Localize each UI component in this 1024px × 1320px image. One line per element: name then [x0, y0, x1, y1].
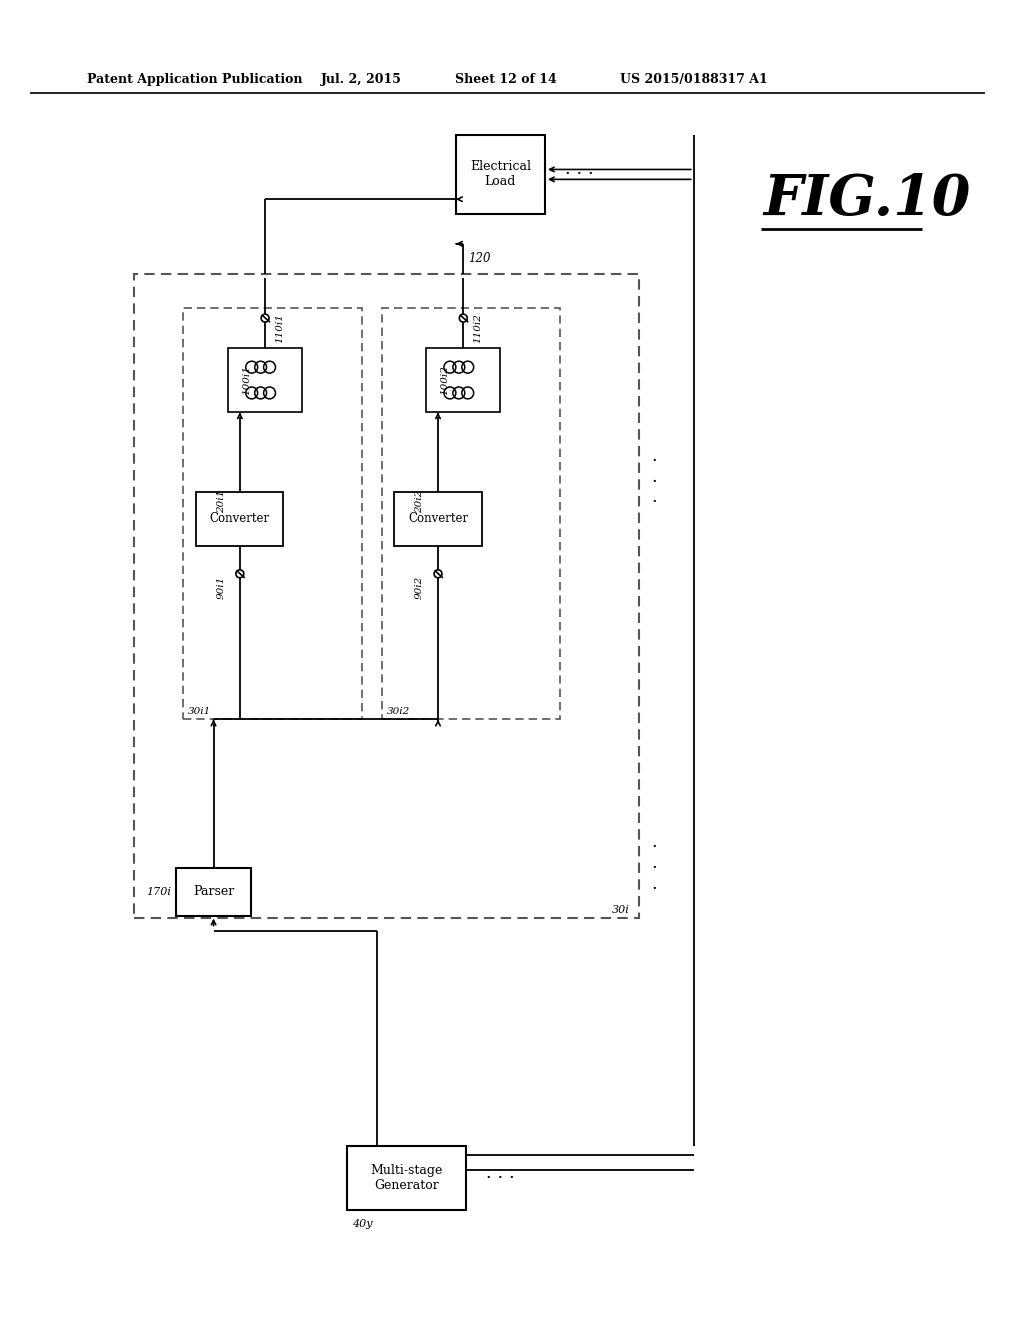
- Text: 100i1: 100i1: [243, 366, 251, 395]
- Bar: [134, 273, 639, 917]
- Text: Multi-stage
Generator: Multi-stage Generator: [370, 1164, 442, 1192]
- Text: Converter: Converter: [210, 512, 270, 525]
- Circle shape: [434, 570, 442, 578]
- Circle shape: [261, 314, 269, 322]
- Bar: [394, 491, 481, 546]
- Bar: [228, 348, 302, 412]
- Text: US 2015/0188317 A1: US 2015/0188317 A1: [620, 73, 768, 86]
- Text: 30i1: 30i1: [188, 708, 212, 715]
- Text: 90i2: 90i2: [415, 576, 424, 599]
- Text: Sheet 12 of 14: Sheet 12 of 14: [455, 73, 556, 86]
- Text: Electrical
Load: Electrical Load: [470, 161, 531, 189]
- Bar: [456, 135, 545, 214]
- Text: Patent Application Publication: Patent Application Publication: [87, 73, 303, 86]
- Text: ·
·
·: · · ·: [651, 451, 657, 511]
- Text: 120: 120: [468, 252, 490, 265]
- Text: 20i2: 20i2: [415, 490, 424, 512]
- Text: 110i2: 110i2: [473, 313, 482, 343]
- Text: Parser: Parser: [193, 886, 234, 899]
- Text: Converter: Converter: [408, 512, 468, 525]
- Text: 30i: 30i: [611, 904, 630, 915]
- Text: 30i2: 30i2: [386, 708, 410, 715]
- Text: 170i: 170i: [146, 887, 171, 896]
- Bar: [183, 308, 361, 719]
- Circle shape: [236, 570, 244, 578]
- Bar: [347, 1146, 466, 1210]
- Bar: [382, 308, 560, 719]
- Text: 110i1: 110i1: [275, 313, 284, 343]
- Circle shape: [460, 314, 467, 322]
- Text: 20i1: 20i1: [217, 490, 226, 512]
- Text: ·
·
·: · · ·: [651, 838, 657, 898]
- Text: · · ·: · · ·: [485, 1168, 514, 1187]
- Text: 40y: 40y: [352, 1218, 373, 1229]
- Text: · · ·: · · ·: [565, 165, 594, 183]
- Text: 90i1: 90i1: [217, 576, 226, 599]
- Text: 100i2: 100i2: [440, 366, 450, 395]
- Text: FIG.10: FIG.10: [763, 172, 971, 227]
- Bar: [426, 348, 501, 412]
- Bar: [176, 869, 251, 916]
- Bar: [197, 491, 284, 546]
- Text: Jul. 2, 2015: Jul. 2, 2015: [322, 73, 402, 86]
